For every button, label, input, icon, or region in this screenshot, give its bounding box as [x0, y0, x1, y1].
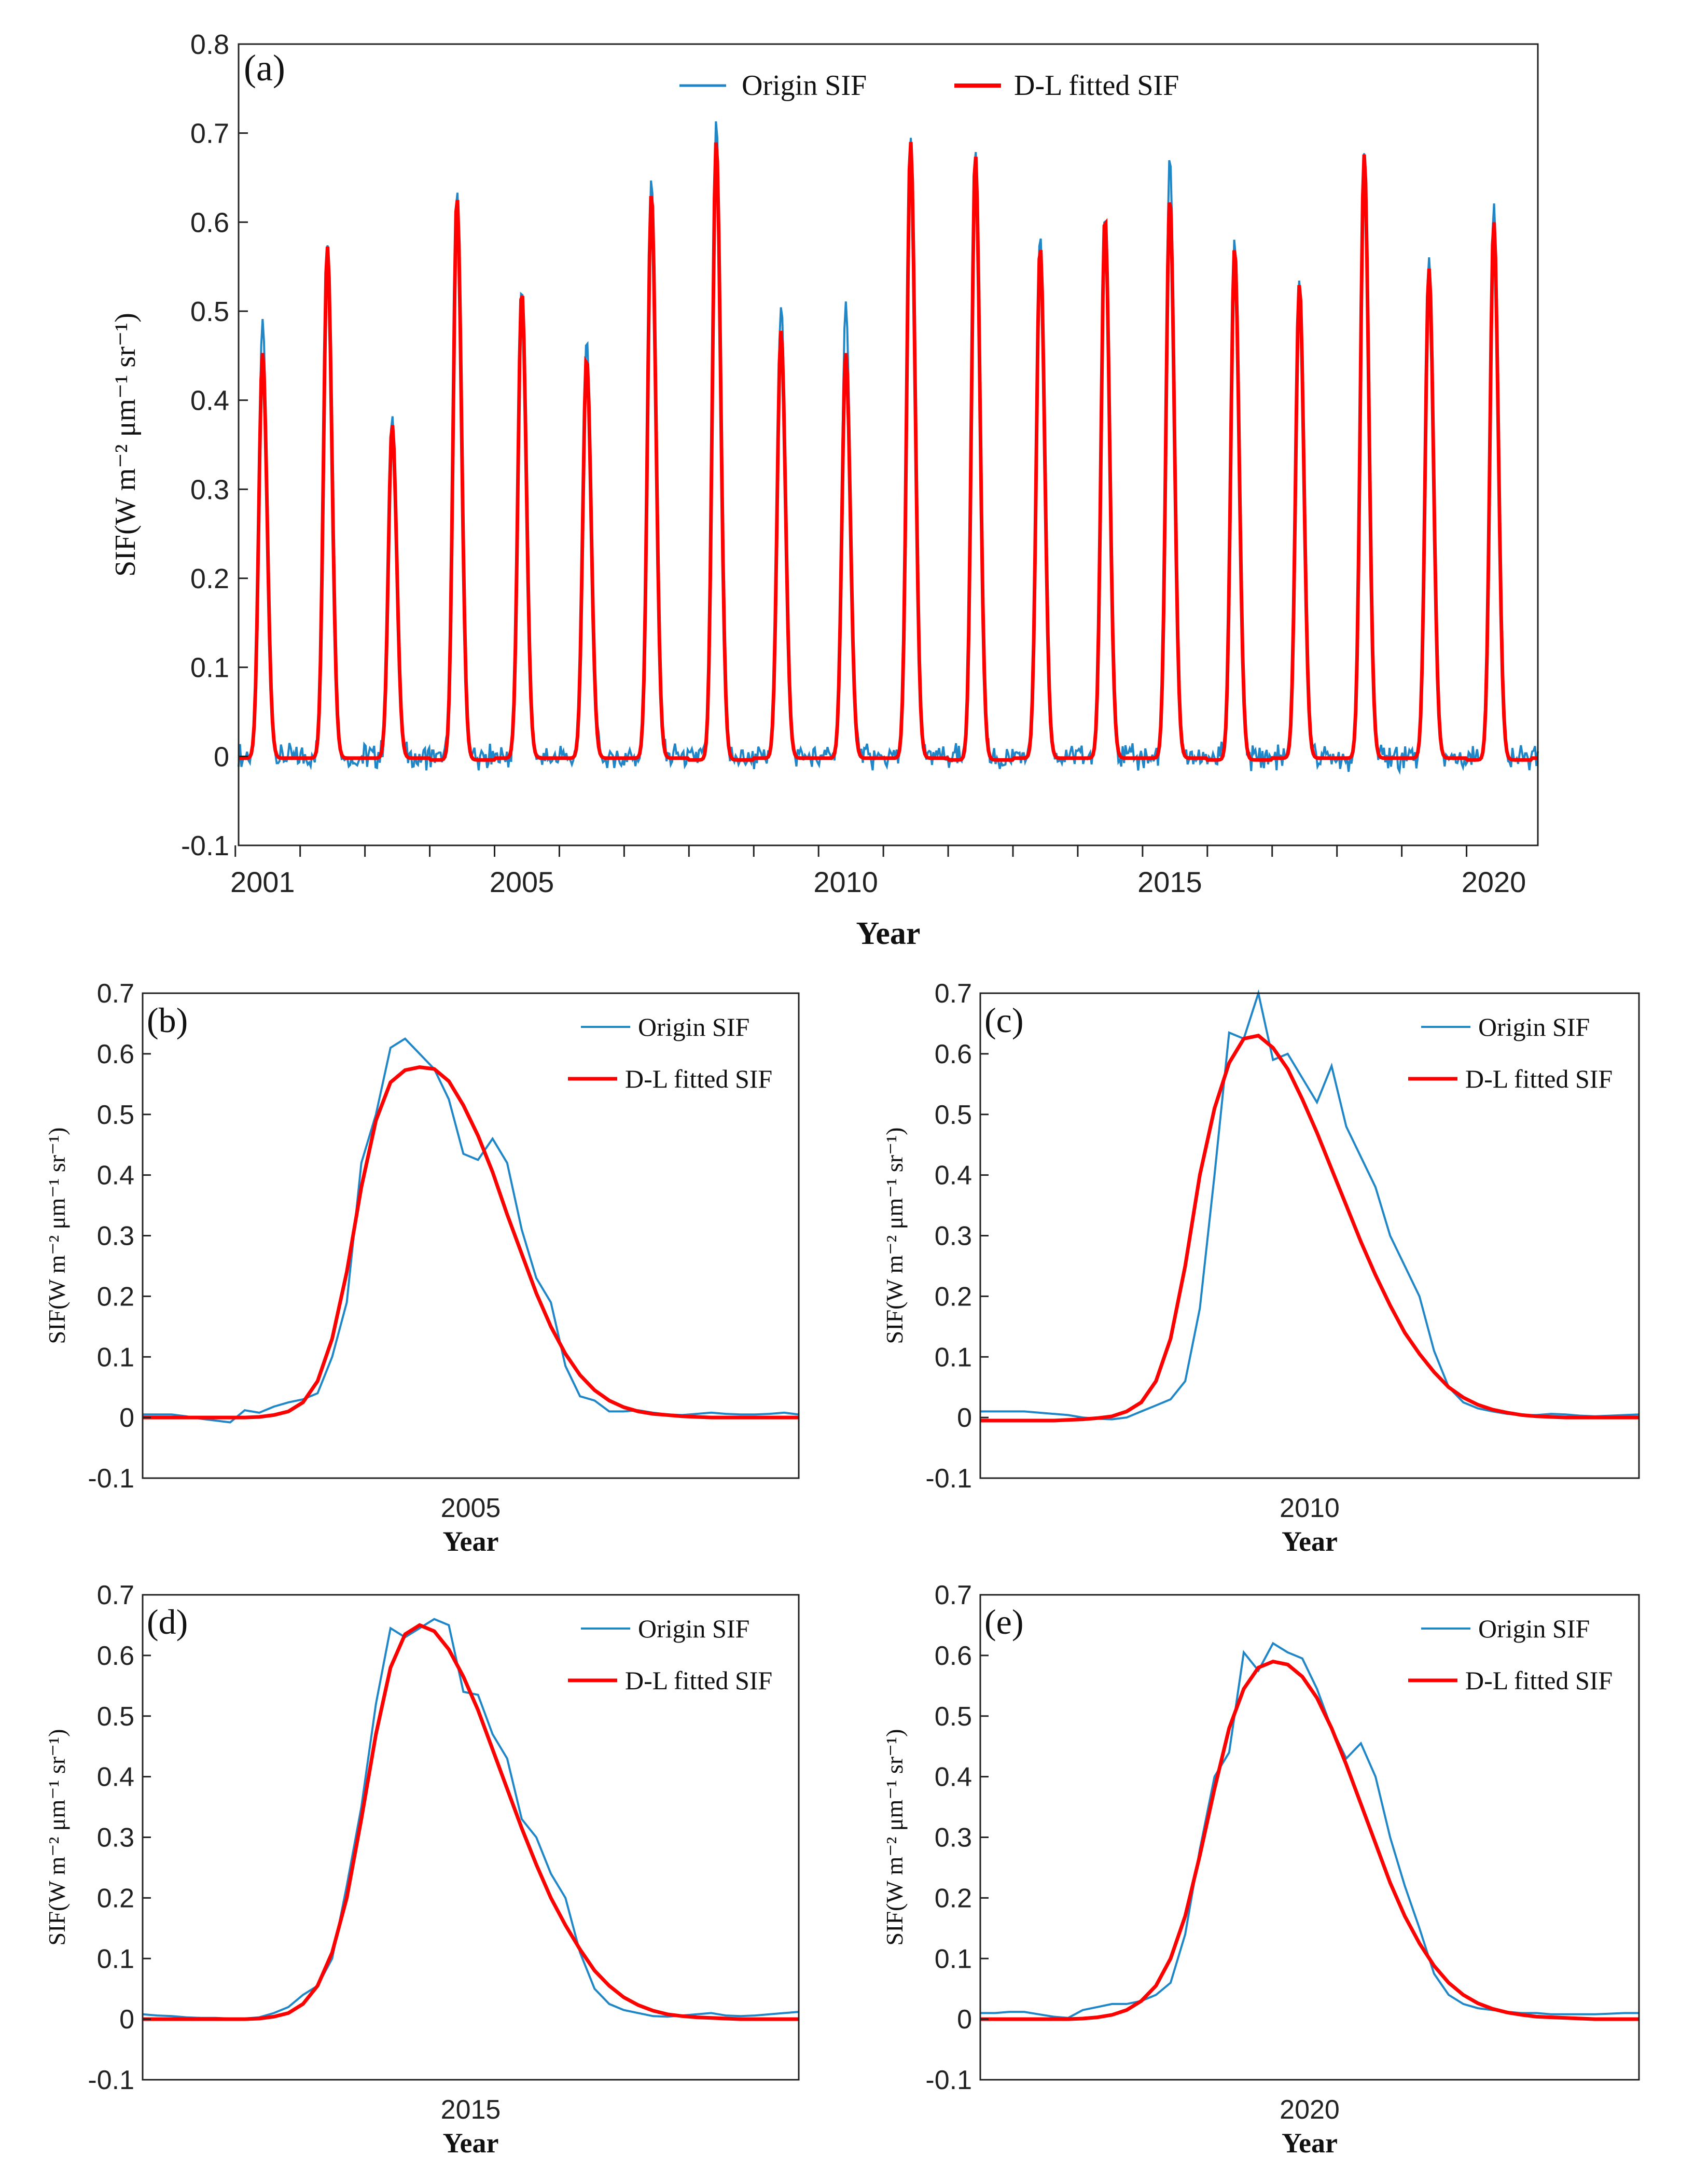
y-tick-label: 0.5 — [935, 1100, 972, 1130]
panel-a: -0.1 0 0.1 0.2 0.3 0.4 0.5 0.6 0.7 0.8 2001 2005 201… — [109, 29, 1539, 951]
y-tick-label: 0.3 — [935, 1823, 972, 1853]
x-tick-label: 2015 — [1137, 866, 1202, 898]
y-tick-label: 0.1 — [935, 1944, 972, 1974]
x-axis-title: Year — [856, 916, 921, 951]
panel-label: (b) — [147, 1000, 188, 1040]
y-axis-title: SIF(W m⁻² μm⁻¹ sr⁻¹) — [881, 1729, 908, 1946]
x-tick-label: 2015 — [441, 2095, 501, 2125]
fitted-sif-line — [143, 1623, 799, 2021]
origin-sif-line — [980, 1642, 1639, 2019]
y-tick-label: 0.4 — [935, 1762, 972, 1792]
y-tick-label: 0.2 — [935, 1282, 972, 1312]
y-tick-label: 0.2 — [190, 563, 229, 594]
y-tick-label: 0.7 — [97, 979, 134, 1009]
y-tick-label: 0.7 — [190, 118, 229, 149]
y-tick-label: 0.7 — [935, 1580, 972, 1610]
x-tick-label: 2020 — [1280, 2095, 1340, 2125]
y-tick-label: 0.4 — [97, 1762, 134, 1792]
panel-label: (e) — [984, 1602, 1023, 1642]
y-tick-label: 0.8 — [190, 29, 229, 60]
y-tick-label: 0.7 — [935, 979, 972, 1009]
legend-fitted-label: D-L fitted SIF — [625, 1064, 772, 1093]
legend-origin-label: Origin SIF — [638, 1614, 749, 1643]
y-tick-label: -0.1 — [925, 2065, 972, 2095]
x-axis-title: Year — [1282, 2127, 1338, 2159]
y-tick-label: 0 — [214, 741, 229, 772]
y-tick-label: 0.4 — [97, 1161, 134, 1191]
legend-origin-label: Origin SIF — [1478, 1012, 1590, 1041]
legend-fitted-label: D-L fitted SIF — [1465, 1666, 1613, 1695]
y-tick-label: 0.3 — [190, 474, 229, 505]
y-tick-label: 0.7 — [97, 1580, 134, 1610]
y-axis-title: SIF(W m⁻² μm⁻¹ sr⁻¹) — [44, 1128, 70, 1344]
y-tick-label: 0.2 — [97, 1883, 134, 1913]
origin-sif-line — [238, 121, 1539, 775]
panel-label: (a) — [244, 47, 285, 89]
y-tick-label: 0 — [119, 2005, 134, 2035]
y-tick-label: 0.6 — [97, 1039, 134, 1069]
y-tick-label: -0.1 — [88, 1464, 134, 1494]
y-tick-label: -0.1 — [925, 1464, 972, 1494]
x-tick-label: 2020 — [1462, 866, 1526, 898]
origin-sif-line — [143, 1037, 799, 1424]
x-tick-label: 2001 — [230, 866, 295, 898]
x-axis-title: Year — [443, 1526, 499, 1557]
y-tick-label: 0.1 — [935, 1342, 972, 1372]
x-tick-label: 2010 — [813, 866, 878, 898]
legend-origin-label: Origin SIF — [1478, 1614, 1590, 1643]
y-tick-label: 0.6 — [190, 207, 229, 238]
panel-label: (d) — [147, 1602, 188, 1642]
y-axis-title: SIF(W m⁻² μm⁻¹ sr⁻¹) — [881, 1128, 908, 1344]
fitted-sif-line — [980, 1034, 1639, 1423]
legend-origin-label: Origin SIF — [742, 69, 867, 102]
y-axis-title: SIF(W m⁻² μm⁻¹ sr⁻¹) — [109, 313, 142, 577]
y-tick-label: 0.6 — [97, 1641, 134, 1671]
legend-fitted-label: D-L fitted SIF — [625, 1666, 772, 1695]
y-tick-label: -0.1 — [88, 2065, 134, 2095]
y-tick-label: 0.4 — [190, 385, 229, 416]
origin-sif-line — [980, 989, 1640, 1421]
y-tick-label: 0 — [957, 1403, 972, 1433]
y-tick-label: 0.4 — [935, 1161, 972, 1191]
y-tick-label: 0.1 — [190, 652, 229, 684]
y-tick-label: 0.5 — [935, 1702, 972, 1732]
fitted-sif-line — [980, 1659, 1639, 2021]
y-tick-label: 0.5 — [97, 1702, 134, 1732]
y-tick-label: 0.3 — [97, 1823, 134, 1853]
x-axis-title: Year — [443, 2127, 499, 2159]
y-tick-label: 0.6 — [935, 1039, 972, 1069]
y-tick-label: 0.3 — [97, 1221, 134, 1251]
y-axis-title: SIF(W m⁻² μm⁻¹ sr⁻¹) — [44, 1729, 70, 1946]
y-tick-label: 0.5 — [190, 296, 229, 327]
y-tick-label: 0.2 — [935, 1883, 972, 1913]
legend-origin-label: Origin SIF — [638, 1012, 749, 1041]
x-tick-label: 2010 — [1280, 1493, 1340, 1523]
y-tick-label: 0.1 — [97, 1944, 134, 1974]
legend-fitted-label: D-L fitted SIF — [1014, 69, 1179, 102]
y-tick-label: 0 — [957, 2005, 972, 2035]
x-tick-label: 2005 — [490, 866, 554, 898]
plot-frame — [238, 43, 1539, 846]
fitted-sif-line — [143, 1065, 799, 1420]
panel-label: (c) — [984, 1000, 1023, 1040]
y-tick-label: 0.1 — [97, 1342, 134, 1372]
legend-fitted-label: D-L fitted SIF — [1465, 1064, 1613, 1093]
y-tick-label: 0.2 — [97, 1282, 134, 1312]
x-tick-label: 2005 — [441, 1493, 501, 1523]
y-tick-label: 0.3 — [935, 1221, 972, 1251]
fitted-sif-line — [239, 142, 1538, 762]
y-tick-label: 0 — [119, 1403, 134, 1433]
y-tick-label: 0.5 — [97, 1100, 134, 1130]
y-tick-label: 0.6 — [935, 1641, 972, 1671]
x-axis-title: Year — [1282, 1526, 1338, 1557]
y-tick-label: -0.1 — [181, 830, 229, 861]
